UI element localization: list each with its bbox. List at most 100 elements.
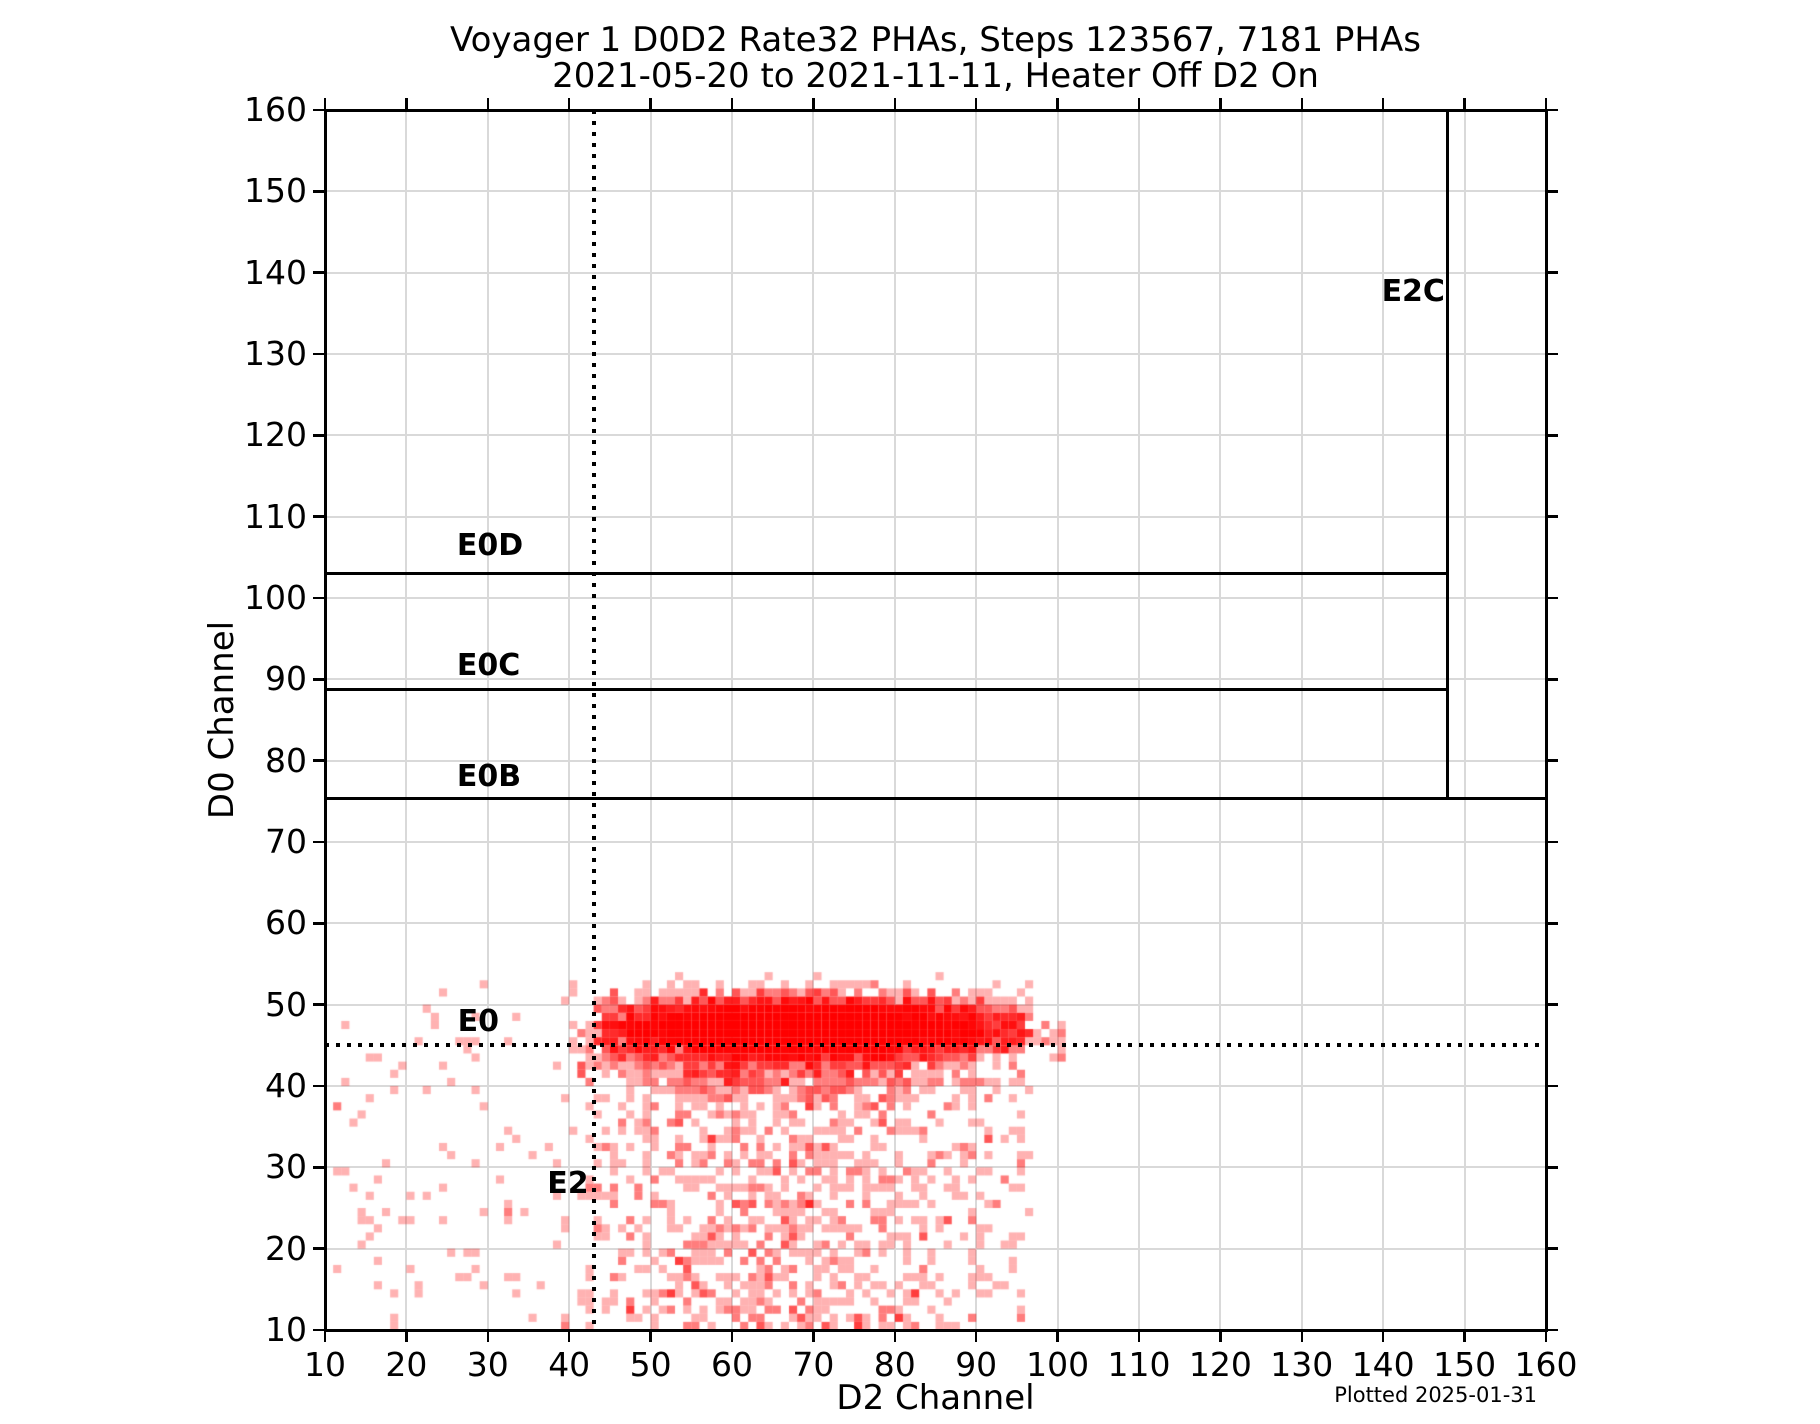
chart-subtitle: 2021-05-20 to 2021-11-11, Heater Off D2 …: [552, 56, 1319, 96]
spine-bottom: [323, 1328, 1548, 1332]
x-tick-label-130: 130: [1270, 1345, 1334, 1384]
x-tick-150: [1463, 1330, 1466, 1342]
y-tick-label-130: 130: [244, 334, 307, 373]
x-tick-label-140: 140: [1351, 1345, 1415, 1384]
x-tick-100: [1056, 1330, 1059, 1342]
x-tick-160: [1544, 1330, 1548, 1342]
y-tick-120: [313, 434, 325, 437]
x-tick-top-120: [1219, 98, 1222, 110]
y-tick-60: [313, 922, 325, 925]
x-tick-label-30: 30: [466, 1345, 509, 1384]
y-tick-label-60: 60: [265, 903, 307, 943]
chart-title: Voyager 1 D0D2 Rate32 PHAs, Steps 123567…: [450, 20, 1421, 60]
y-tick-label-50: 50: [265, 984, 307, 1024]
y-tick-label-100: 100: [244, 578, 307, 617]
y-tick-label-40: 40: [265, 1066, 307, 1105]
x-tick-top-150: [1463, 98, 1466, 110]
y-tick-140: [313, 271, 325, 274]
scatter-canvas: [325, 110, 1546, 1330]
x-tick-80: [893, 1330, 897, 1342]
y-tick-70: [313, 840, 325, 844]
x-tick-70: [812, 1330, 815, 1342]
x-tick-120: [1219, 1330, 1222, 1342]
e2c-label: E2C: [1381, 273, 1445, 309]
plot-area: E0D E0C E0B E0 E2 E2C 10 20 30 40 50 60 70 80 90 100 11…: [244, 93, 1578, 1382]
y-tick-20: [313, 1247, 325, 1250]
y-tick-right-50: [1546, 1003, 1558, 1006]
y-axis-label: D0 Channel: [202, 620, 242, 820]
e2-line: [591, 110, 596, 1330]
y-tick-label-70: 70: [265, 822, 307, 861]
y-tick-90: [313, 678, 325, 681]
spine-top: [323, 108, 1548, 112]
x-tick-top-30: [486, 98, 490, 110]
x-tick-50: [649, 1330, 652, 1342]
x-tick-140: [1381, 1330, 1385, 1342]
y-tick-right-110: [1546, 515, 1558, 518]
x-tick-label-120: 120: [1188, 1345, 1252, 1384]
x-tick-110: [1137, 1330, 1141, 1342]
x-tick-label-160: 160: [1514, 1345, 1578, 1384]
y-tick-160: [313, 108, 325, 112]
y-tick-right-60: [1546, 922, 1558, 925]
x-tick-30: [486, 1330, 490, 1342]
x-tick-label-80: 80: [873, 1345, 916, 1384]
y-tick-30: [313, 1166, 325, 1169]
x-tick-label-100: 100: [1026, 1345, 1090, 1384]
x-tick-label-90: 90: [955, 1345, 998, 1384]
x-tick-label-60: 60: [711, 1345, 753, 1384]
y-tick-50: [313, 1003, 325, 1006]
y-tick-label-160: 160: [244, 90, 307, 129]
x-tick-top-140: [1381, 98, 1385, 110]
x-tick-top-160: [1544, 98, 1548, 110]
x-tick-label-50: 50: [629, 1345, 672, 1384]
e2c-line: [1446, 110, 1449, 799]
e0c-line: [325, 688, 1448, 692]
y-tick-right-40: [1546, 1084, 1558, 1088]
e0-label: E0: [457, 1004, 500, 1040]
x-tick-top-20: [405, 98, 408, 110]
x-axis-label: D2 Channel: [836, 1378, 1035, 1418]
x-tick-label-150: 150: [1433, 1345, 1497, 1384]
x-tick-top-110: [1137, 98, 1141, 110]
e0d-label: E0D: [456, 528, 524, 564]
y-tick-label-10: 10: [265, 1310, 307, 1349]
y-tick-right-100: [1546, 596, 1558, 600]
x-tick-top-50: [649, 98, 652, 110]
y-tick-right-10: [1546, 1328, 1558, 1332]
y-tick-right-120: [1546, 434, 1558, 437]
y-tick-130: [313, 352, 325, 356]
x-tick-130: [1300, 1330, 1304, 1342]
x-tick-label-70: 70: [792, 1345, 835, 1384]
e0d-line: [325, 572, 1448, 576]
x-tick-60: [730, 1330, 734, 1342]
e2-label: E2: [547, 1166, 589, 1202]
x-tick-top-10: [323, 98, 327, 110]
x-tick-90: [974, 1330, 978, 1342]
y-tick-40: [313, 1084, 325, 1088]
y-tick-label-140: 140: [244, 252, 307, 292]
x-tick-top-130: [1300, 98, 1304, 110]
x-tick-label-20: 20: [385, 1345, 428, 1384]
x-tick-top-90: [974, 98, 978, 110]
y-tick-right-30: [1546, 1166, 1558, 1169]
x-tick-10: [323, 1330, 327, 1342]
e0b-label: E0B: [456, 758, 522, 794]
x-tick-label-110: 110: [1107, 1345, 1171, 1384]
plotted-date-note: Plotted 2025-01-31: [1334, 1383, 1537, 1407]
y-tick-right-70: [1546, 840, 1558, 844]
y-tick-label-30: 30: [265, 1147, 307, 1187]
x-tick-label-40: 40: [548, 1345, 591, 1384]
x-tick-top-60: [730, 98, 734, 110]
y-tick-right-150: [1546, 190, 1558, 193]
x-tick-top-100: [1056, 98, 1059, 110]
x-tick-top-70: [812, 98, 815, 110]
y-tick-label-80: 80: [265, 740, 307, 780]
y-tick-80: [313, 759, 325, 762]
e0c-label: E0C: [456, 647, 521, 683]
x-tick-top-80: [893, 98, 897, 110]
y-tick-label-110: 110: [244, 496, 307, 536]
y-tick-150: [313, 190, 325, 193]
e0-line: [325, 1043, 1546, 1048]
